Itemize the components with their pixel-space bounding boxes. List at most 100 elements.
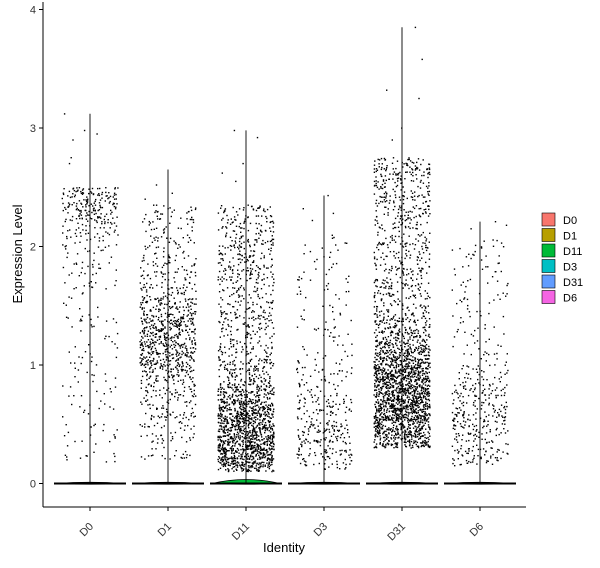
point <box>390 438 393 440</box>
point <box>262 316 264 318</box>
point <box>271 388 274 390</box>
point <box>107 232 109 234</box>
point <box>97 217 99 219</box>
point <box>237 426 240 428</box>
point <box>252 401 254 404</box>
point <box>248 461 250 464</box>
point <box>77 369 80 371</box>
point <box>74 232 77 235</box>
point <box>308 454 310 457</box>
point <box>145 291 148 293</box>
point <box>414 336 416 338</box>
point <box>80 330 82 332</box>
point <box>160 342 162 344</box>
point <box>379 439 381 441</box>
point <box>173 240 175 242</box>
point <box>149 356 151 358</box>
point <box>231 425 234 427</box>
point <box>109 406 111 408</box>
point <box>252 430 254 433</box>
point <box>402 218 404 220</box>
point <box>192 221 195 224</box>
point <box>373 374 375 377</box>
point <box>220 343 222 345</box>
point <box>235 391 237 393</box>
point <box>252 316 255 318</box>
point <box>269 253 271 255</box>
point <box>255 396 257 398</box>
point <box>333 420 335 423</box>
point <box>148 224 150 226</box>
point <box>303 348 305 351</box>
point <box>327 456 330 458</box>
point <box>263 255 265 257</box>
point <box>391 267 393 270</box>
point <box>164 278 166 281</box>
point <box>88 210 90 213</box>
point <box>230 218 232 220</box>
point <box>328 402 330 404</box>
point <box>176 335 178 338</box>
point <box>164 416 166 418</box>
point <box>185 300 187 302</box>
point <box>250 446 253 448</box>
point <box>153 204 155 206</box>
point <box>262 370 264 372</box>
point <box>243 323 245 325</box>
point <box>409 160 412 162</box>
point <box>226 422 229 425</box>
point <box>235 464 237 466</box>
point <box>255 467 257 470</box>
point <box>397 337 399 339</box>
point <box>272 423 274 425</box>
point <box>224 456 226 459</box>
point <box>228 348 230 350</box>
point <box>143 356 145 358</box>
point <box>193 393 195 395</box>
point <box>386 391 388 393</box>
point <box>420 282 423 285</box>
point <box>423 431 425 434</box>
point <box>429 324 431 326</box>
point <box>74 242 76 244</box>
point <box>229 398 232 400</box>
point <box>252 452 255 454</box>
point <box>260 314 262 317</box>
point <box>189 437 191 439</box>
point <box>193 337 195 339</box>
point <box>396 372 398 374</box>
point <box>237 263 240 266</box>
point <box>155 308 157 310</box>
point <box>398 402 400 404</box>
point <box>163 250 165 253</box>
point <box>182 381 185 383</box>
point <box>336 466 339 469</box>
point <box>248 421 250 423</box>
point <box>321 368 324 371</box>
point <box>90 281 92 283</box>
point <box>257 295 259 298</box>
point <box>254 409 256 411</box>
point <box>225 452 227 455</box>
point <box>175 307 177 309</box>
point <box>411 407 413 409</box>
point <box>94 219 96 221</box>
point <box>219 450 221 452</box>
point <box>149 332 152 334</box>
point <box>87 250 89 253</box>
point <box>263 401 265 404</box>
point <box>409 326 411 329</box>
point <box>426 221 428 224</box>
point <box>232 402 235 405</box>
point <box>258 469 260 471</box>
point <box>246 411 248 414</box>
point <box>93 451 95 453</box>
point <box>142 337 144 339</box>
point <box>249 441 251 444</box>
point <box>221 399 223 401</box>
point <box>140 354 143 356</box>
point <box>234 218 236 221</box>
point <box>410 388 412 390</box>
point <box>263 418 265 420</box>
point <box>378 354 381 356</box>
